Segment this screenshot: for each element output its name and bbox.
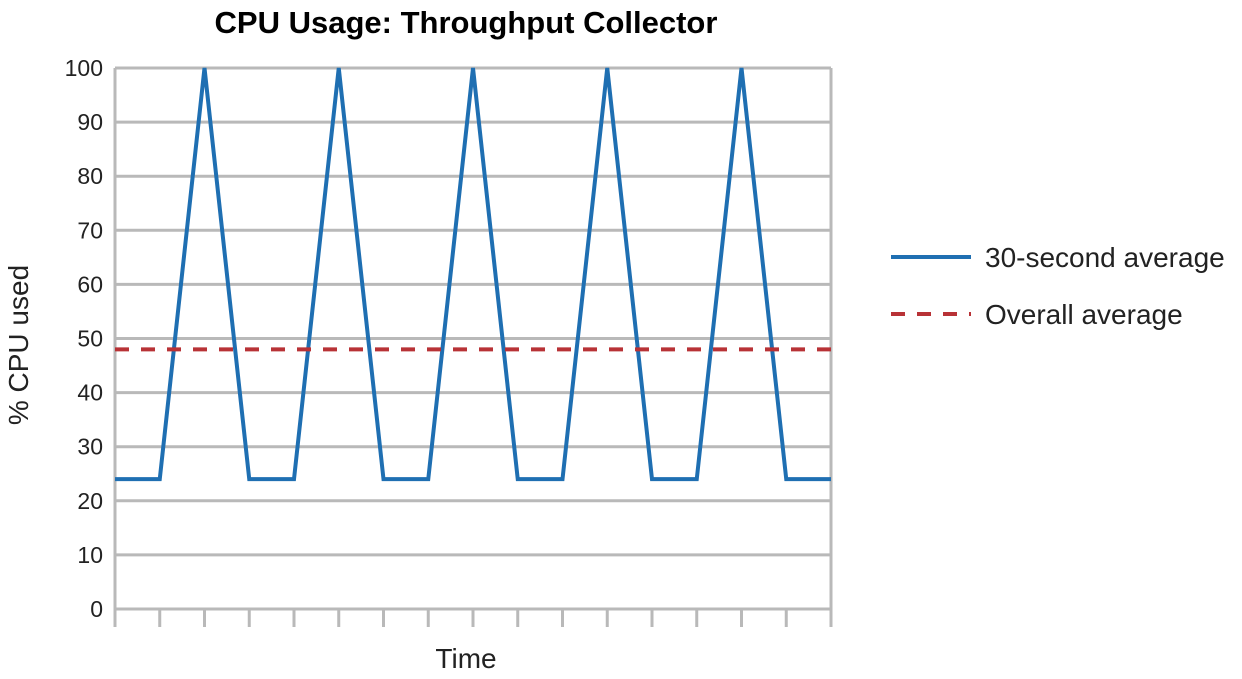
y-tick-label: 90 xyxy=(77,109,103,135)
y-tick-label: 30 xyxy=(77,434,103,460)
y-tick-label: 20 xyxy=(77,488,103,514)
x-axis-label: Time xyxy=(435,643,496,674)
y-tick-label: 0 xyxy=(90,596,103,622)
y-tick-label: 100 xyxy=(65,55,103,81)
y-tick-label: 80 xyxy=(77,163,103,189)
series-layer xyxy=(115,67,831,482)
y-tick-label: 70 xyxy=(77,217,103,243)
legend-label: 30-second average xyxy=(985,242,1225,273)
y-tick-labels: 0 10 20 30 40 50 60 70 80 90 100 xyxy=(65,55,103,622)
chart-title: CPU Usage: Throughput Collector xyxy=(215,5,718,40)
legend-label: Overall average xyxy=(985,299,1183,330)
y-tick-label: 10 xyxy=(77,542,103,568)
y-tick-label: 40 xyxy=(77,380,103,406)
grid-lines xyxy=(113,66,833,611)
x-tick-marks xyxy=(113,609,833,627)
y-tick-label: 50 xyxy=(77,326,103,352)
y-axis-label: % CPU used xyxy=(3,265,34,425)
legend: 30-second average Overall average xyxy=(891,242,1225,330)
series-line-30-second-average xyxy=(115,67,831,482)
y-tick-label: 60 xyxy=(77,271,103,297)
